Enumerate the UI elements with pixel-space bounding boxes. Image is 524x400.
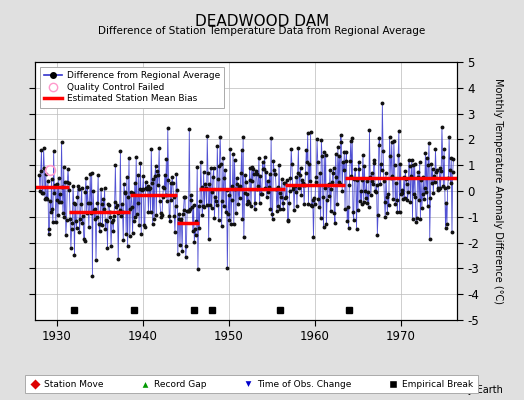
Legend: Station Move, Record Gap, Time of Obs. Change, Empirical Break: Station Move, Record Gap, Time of Obs. C… [26,376,477,394]
Legend: Difference from Regional Average, Quality Control Failed, Estimated Station Mean: Difference from Regional Average, Qualit… [39,66,224,108]
Text: DEADWOOD DAM: DEADWOOD DAM [195,14,329,29]
Y-axis label: Monthly Temperature Anomaly Difference (°C): Monthly Temperature Anomaly Difference (… [493,78,503,304]
Text: Difference of Station Temperature Data from Regional Average: Difference of Station Temperature Data f… [99,26,425,36]
Text: Berkeley Earth: Berkeley Earth [431,385,503,395]
